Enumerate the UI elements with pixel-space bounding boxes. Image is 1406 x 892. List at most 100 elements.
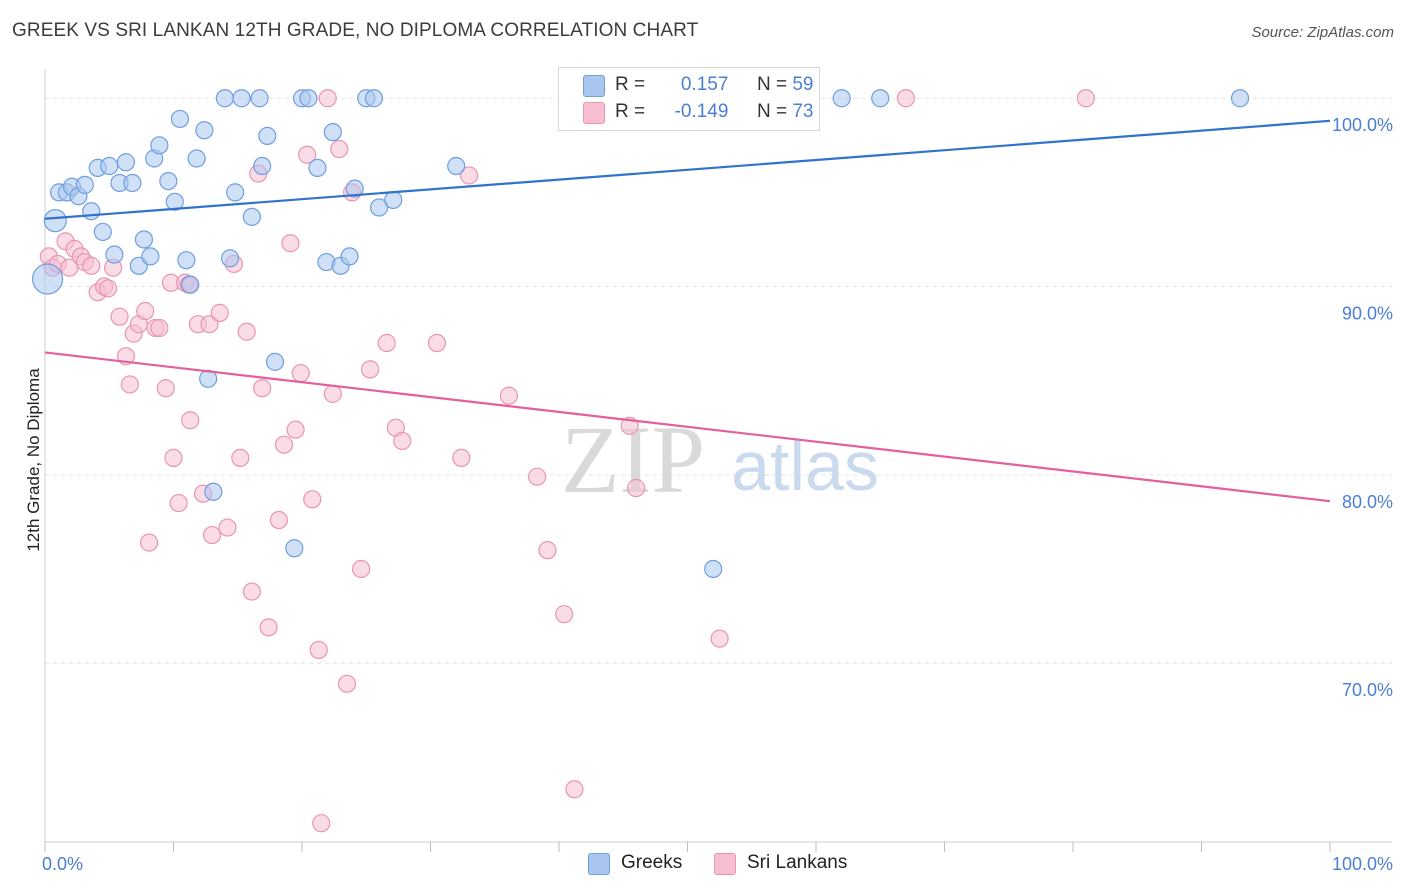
greek-point	[265, 352, 285, 371]
sri-lankan-point	[169, 493, 188, 513]
greek-point	[159, 171, 178, 191]
greek-point	[340, 247, 359, 266]
sri-lankan-point	[452, 448, 471, 467]
sri-lankan-point	[459, 166, 479, 185]
sri-lankan-point	[237, 322, 256, 341]
greek-point	[226, 183, 245, 202]
sri-lankan-point	[352, 559, 371, 579]
greek-point	[31, 263, 64, 295]
sri-lankan-point	[164, 448, 183, 467]
greek-point	[116, 153, 136, 172]
legend-r-label: R =	[615, 101, 646, 122]
greek-point	[204, 482, 223, 501]
sri-lankan-point	[710, 629, 729, 648]
greek-point	[100, 156, 119, 176]
greek-point	[232, 89, 251, 108]
x-tick-label: 0.0%	[42, 854, 83, 874]
bottom-legend-label-sri-lankans: Sri Lankans	[747, 852, 848, 873]
greek-point	[370, 198, 389, 217]
legend-n-label: N =	[756, 101, 788, 122]
bottom-legend-swatch-greeks	[588, 853, 610, 875]
greek-point	[220, 249, 240, 268]
greek-point	[177, 251, 196, 270]
greek-point	[345, 179, 364, 198]
tick-labels: 100.0% 90.0% 80.0% 70.0% 0.0% 100.0%	[42, 115, 1393, 874]
sri-lankan-point	[323, 384, 342, 403]
greek-point	[195, 121, 214, 140]
greek-point	[187, 149, 206, 168]
greek-point	[308, 158, 327, 178]
y-tick-label: 80.0%	[1342, 492, 1393, 512]
sri-lankan-point	[253, 379, 272, 398]
greek-point	[82, 202, 101, 221]
sri-lankan-point	[393, 431, 412, 451]
sri-lankan-point	[98, 279, 118, 298]
bottom-legend-swatch-sri-lankans	[714, 853, 736, 875]
axes	[44, 70, 1392, 852]
source-label: Source: ZipAtlas.com	[1251, 24, 1394, 41]
sri-lankan-point	[427, 333, 447, 353]
sri-lankan-point	[896, 89, 916, 108]
sri-lankan-point	[136, 301, 155, 321]
greek-point	[364, 89, 384, 108]
sri-lankan-point	[377, 333, 396, 353]
greek-point	[43, 209, 67, 233]
legend-n-label: N =	[756, 74, 788, 95]
greek-point	[141, 247, 160, 266]
sri-lankan-point	[120, 375, 139, 394]
greek-point	[134, 230, 154, 249]
trend-lines	[44, 119, 1331, 503]
greek-point	[299, 89, 318, 108]
sri-lankan-point	[555, 605, 574, 624]
sri-lankans-trend-line	[44, 351, 1331, 503]
greek-point	[285, 539, 304, 558]
greek-point	[384, 190, 403, 210]
sri-lankan-point	[309, 640, 328, 660]
greek-point	[165, 192, 184, 211]
sri-lankan-point	[291, 364, 310, 383]
greek-point	[1230, 89, 1250, 108]
sri-lankan-point	[286, 420, 305, 439]
sri-lankan-point	[231, 448, 250, 467]
sri-lankan-point	[499, 386, 518, 405]
chart-title: GREEK VS SRI LANKAN 12TH GRADE, NO DIPLO…	[12, 20, 699, 41]
legend-r-label: R =	[615, 74, 646, 95]
y-tick-label: 100.0%	[1332, 115, 1393, 135]
greek-point	[447, 156, 466, 176]
greek-point	[253, 156, 272, 176]
sri-lankan-point	[337, 674, 357, 693]
bottom-legend-sri-lankans: Sri Lankans	[714, 852, 847, 875]
y-tick-label: 90.0%	[1342, 304, 1393, 324]
sri-lankan-point	[565, 780, 584, 799]
sri-lankan-point	[210, 303, 229, 322]
legend-r-value-sri-lankans: -0.149	[674, 101, 729, 122]
greek-point	[250, 89, 269, 108]
sri-lankan-point	[150, 318, 169, 338]
legend-r-value-greeks: 0.157	[680, 74, 729, 95]
watermark-atlas: atlas	[731, 427, 879, 505]
sri-lankan-point	[528, 467, 547, 486]
sri-lankan-point	[626, 478, 646, 498]
greek-point	[170, 109, 190, 129]
greek-point	[150, 136, 169, 155]
greek-point	[323, 123, 342, 142]
sri-lankan-point	[538, 541, 557, 560]
sri-lankan-point	[361, 360, 380, 379]
sri-lankan-point	[200, 315, 219, 334]
greek-point	[93, 222, 112, 242]
greek-point	[871, 89, 890, 108]
greek-point	[123, 173, 142, 193]
sri-lankan-point	[202, 525, 222, 545]
sri-lankan-point	[298, 145, 317, 164]
sri-lankan-point	[139, 533, 159, 552]
sri-lankan-point	[242, 582, 261, 601]
greek-point	[242, 207, 261, 226]
greek-point	[75, 175, 94, 194]
x-tick-label: 100.0%	[1332, 854, 1393, 874]
gridlines	[45, 97, 1392, 664]
legend: R = 0.157 N = 59 R = -0.149 N = 73	[558, 67, 820, 131]
watermark: ZIP atlas	[561, 406, 879, 513]
sri-lankan-point	[259, 618, 278, 637]
greek-point	[704, 559, 723, 579]
